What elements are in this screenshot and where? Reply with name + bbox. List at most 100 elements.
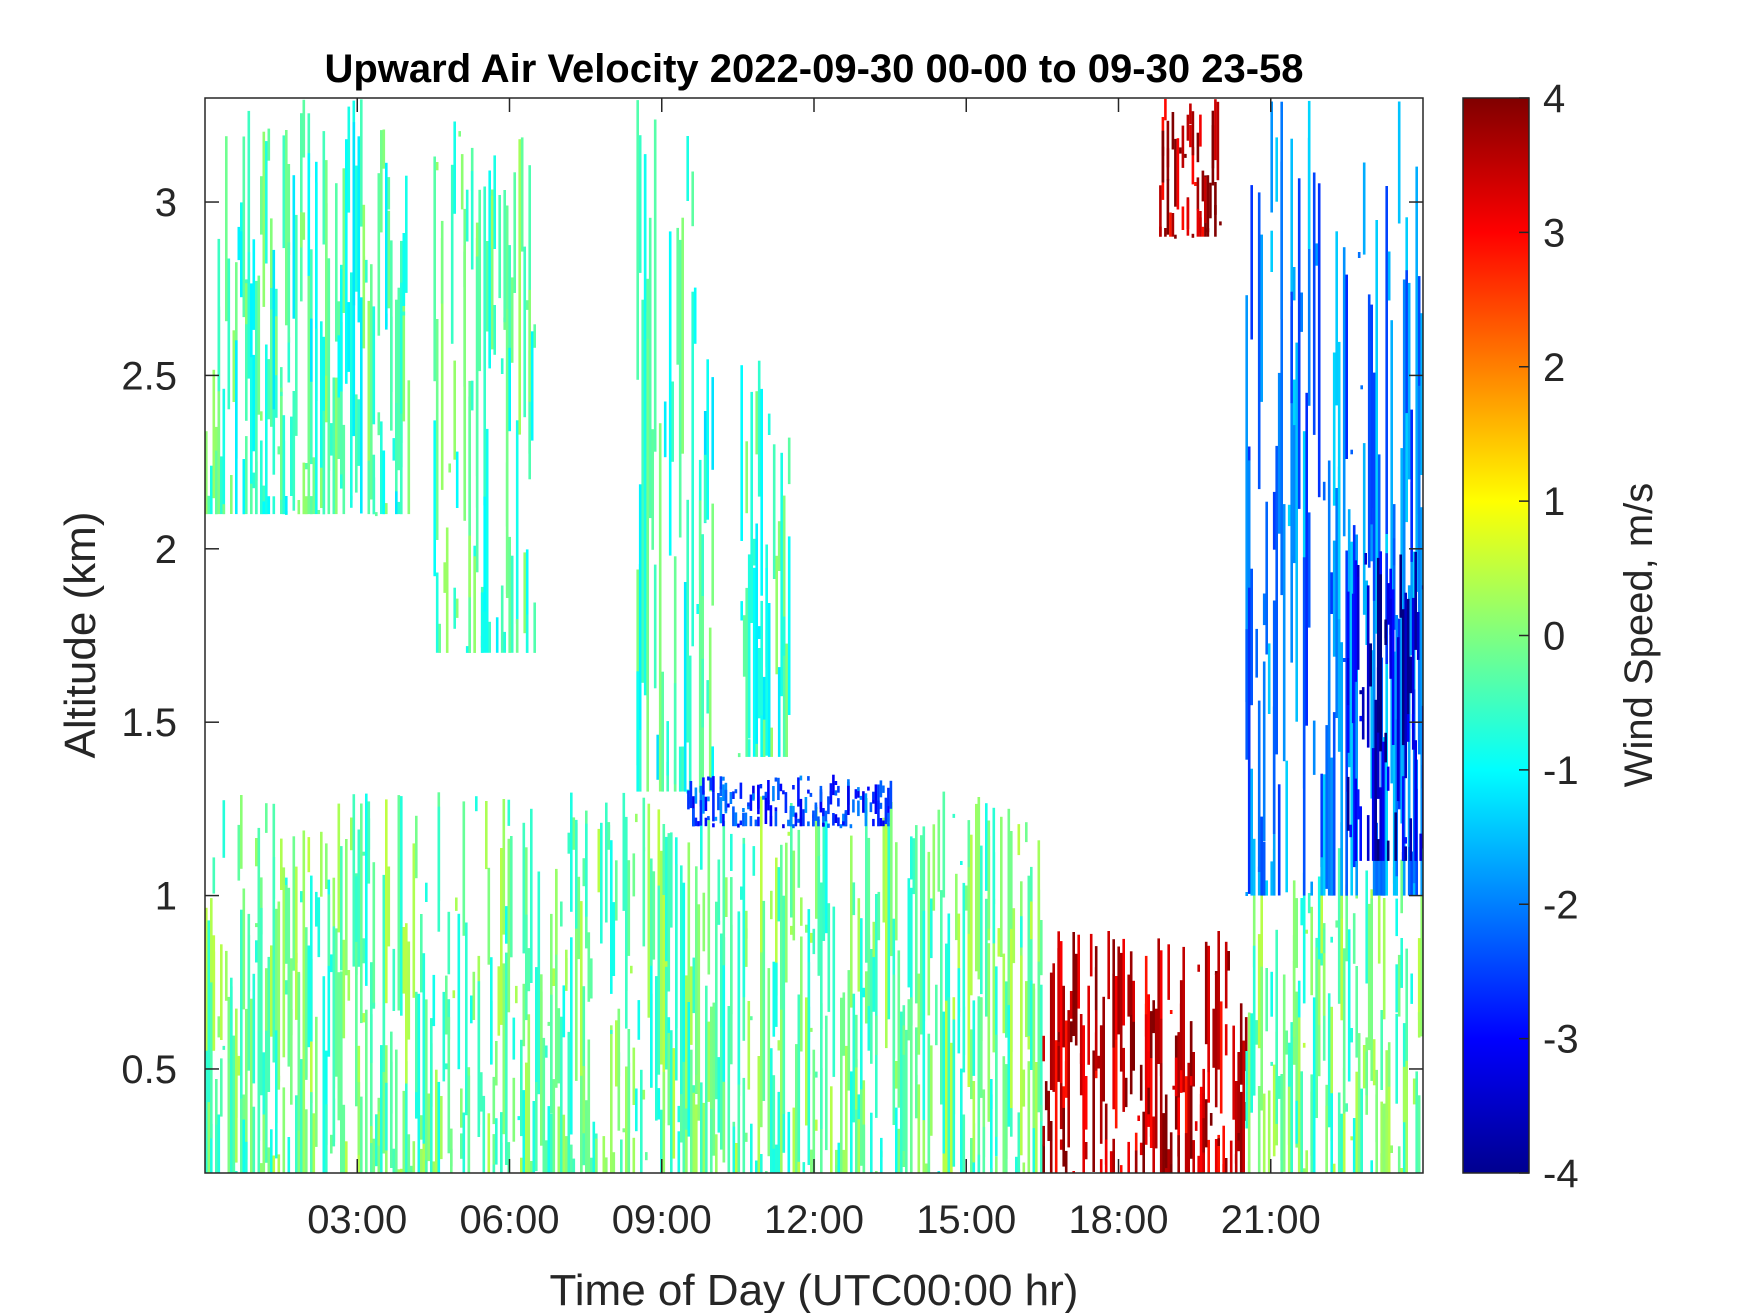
heatmap-cell xyxy=(681,746,684,792)
heatmap-cell xyxy=(735,1143,738,1173)
heatmap-cell xyxy=(640,1069,643,1173)
heatmap-cell xyxy=(367,300,371,461)
heatmap-cell xyxy=(272,1155,276,1173)
heatmap-cell xyxy=(1255,1020,1258,1045)
heatmap-cell xyxy=(460,1133,463,1159)
heatmap-region-cloud-11h xyxy=(737,360,791,758)
heatmap-cell xyxy=(782,495,786,641)
heatmap-cell xyxy=(1275,137,1278,202)
heatmap-cell xyxy=(1107,931,1110,1000)
heatmap-cell xyxy=(272,496,276,515)
heatmap-cell xyxy=(645,1152,648,1161)
heatmap-cell xyxy=(847,785,850,815)
heatmap-cell xyxy=(483,594,486,653)
heatmap-cell xyxy=(1189,103,1192,125)
heatmap-cell xyxy=(412,1141,416,1173)
heatmap-cell xyxy=(260,907,263,1096)
heatmap-cell xyxy=(537,871,541,1095)
heatmap-cell xyxy=(445,975,448,1035)
heatmap-cell xyxy=(837,798,840,807)
heatmap-cell xyxy=(297,973,301,1131)
heatmap-cell xyxy=(715,901,718,1100)
heatmap-cell xyxy=(772,1075,776,1173)
x-tick-label: 12:00 xyxy=(764,1198,864,1242)
heatmap-cell xyxy=(250,357,253,484)
heatmap-cell xyxy=(782,895,786,1114)
heatmap-cell xyxy=(1337,1092,1341,1173)
heatmap-cell xyxy=(1250,1013,1253,1113)
heatmap-cell xyxy=(327,258,331,471)
heatmap-cell xyxy=(1184,153,1187,158)
heatmap-cell xyxy=(395,299,398,403)
heatmap-cell xyxy=(722,776,725,781)
heatmap-cell xyxy=(1356,789,1360,820)
heatmap-cell xyxy=(420,1115,423,1140)
heatmap-cell xyxy=(757,1056,761,1173)
heatmap-cell xyxy=(457,913,461,1070)
heatmap-cell xyxy=(672,1048,676,1159)
heatmap-cell xyxy=(1184,1133,1188,1173)
heatmap-cell xyxy=(1412,608,1416,896)
heatmap-cell xyxy=(1354,560,1357,682)
heatmap-cell xyxy=(1352,913,1356,964)
heatmap-cell xyxy=(780,452,783,697)
heatmap-cell xyxy=(222,388,226,515)
heatmap-cell xyxy=(1082,1087,1085,1173)
heatmap-cell xyxy=(636,569,639,766)
heatmap-cell xyxy=(682,1055,686,1173)
heatmap-cell xyxy=(227,996,231,1173)
heatmap-cell xyxy=(498,195,501,299)
heatmap-cell xyxy=(680,865,683,1095)
heatmap-cell xyxy=(710,1006,713,1109)
y-tick-label: 1 xyxy=(155,875,177,919)
heatmap-cell xyxy=(725,877,728,917)
heatmap-cell xyxy=(947,997,951,1173)
heatmap-cell xyxy=(862,1124,866,1173)
heatmap-cell xyxy=(397,857,401,1011)
heatmap-cell xyxy=(782,655,786,757)
heatmap-cell xyxy=(1079,1053,1083,1096)
heatmap-cell xyxy=(1290,291,1293,404)
heatmap-cell xyxy=(872,818,875,827)
heatmap-cell xyxy=(1381,741,1385,861)
heatmap-cell xyxy=(832,906,836,1077)
heatmap-cell xyxy=(1370,304,1373,525)
heatmap-cell xyxy=(1161,130,1165,183)
heatmap-cell xyxy=(1164,228,1167,237)
heatmap-cell xyxy=(397,795,401,866)
heatmap-cell xyxy=(822,822,825,827)
heatmap-cell xyxy=(650,858,653,966)
heatmap-cell xyxy=(1119,1165,1123,1173)
heatmap-cell xyxy=(1345,274,1348,459)
heatmap-cell xyxy=(867,786,870,791)
heatmap-cell xyxy=(1394,812,1397,861)
heatmap-cell xyxy=(942,791,946,898)
heatmap-cell xyxy=(255,923,258,928)
heatmap-cell xyxy=(700,797,703,870)
heatmap-cell xyxy=(295,1095,298,1173)
heatmap-cell xyxy=(815,1071,818,1078)
heatmap-cell xyxy=(422,953,426,1146)
heatmap-cell xyxy=(595,1138,598,1173)
heatmap-cell xyxy=(282,415,286,515)
heatmap-cell xyxy=(1337,848,1341,1004)
heatmap-cell xyxy=(1191,147,1195,185)
heatmap-cell xyxy=(638,484,642,730)
heatmap-cell xyxy=(1392,651,1396,896)
heatmap-cell xyxy=(1232,1025,1235,1120)
heatmap-cell xyxy=(962,882,966,1073)
heatmap-cell xyxy=(465,189,469,242)
heatmap-cell xyxy=(1097,1055,1100,1069)
heatmap-cell xyxy=(700,1082,703,1173)
x-tick-label: 21:00 xyxy=(1221,1198,1321,1242)
heatmap-cell xyxy=(612,1152,616,1173)
heatmap-cell xyxy=(817,819,821,856)
heatmap-cell xyxy=(507,799,511,826)
heatmap-cell xyxy=(722,820,726,966)
heatmap-cell xyxy=(520,1157,523,1173)
heatmap-cell xyxy=(1330,1006,1333,1142)
heatmap-cell xyxy=(1410,973,1413,1004)
heatmap-cell xyxy=(892,974,896,1125)
y-tick-label: 0.5 xyxy=(121,1048,177,1092)
heatmap-cell xyxy=(478,189,481,372)
